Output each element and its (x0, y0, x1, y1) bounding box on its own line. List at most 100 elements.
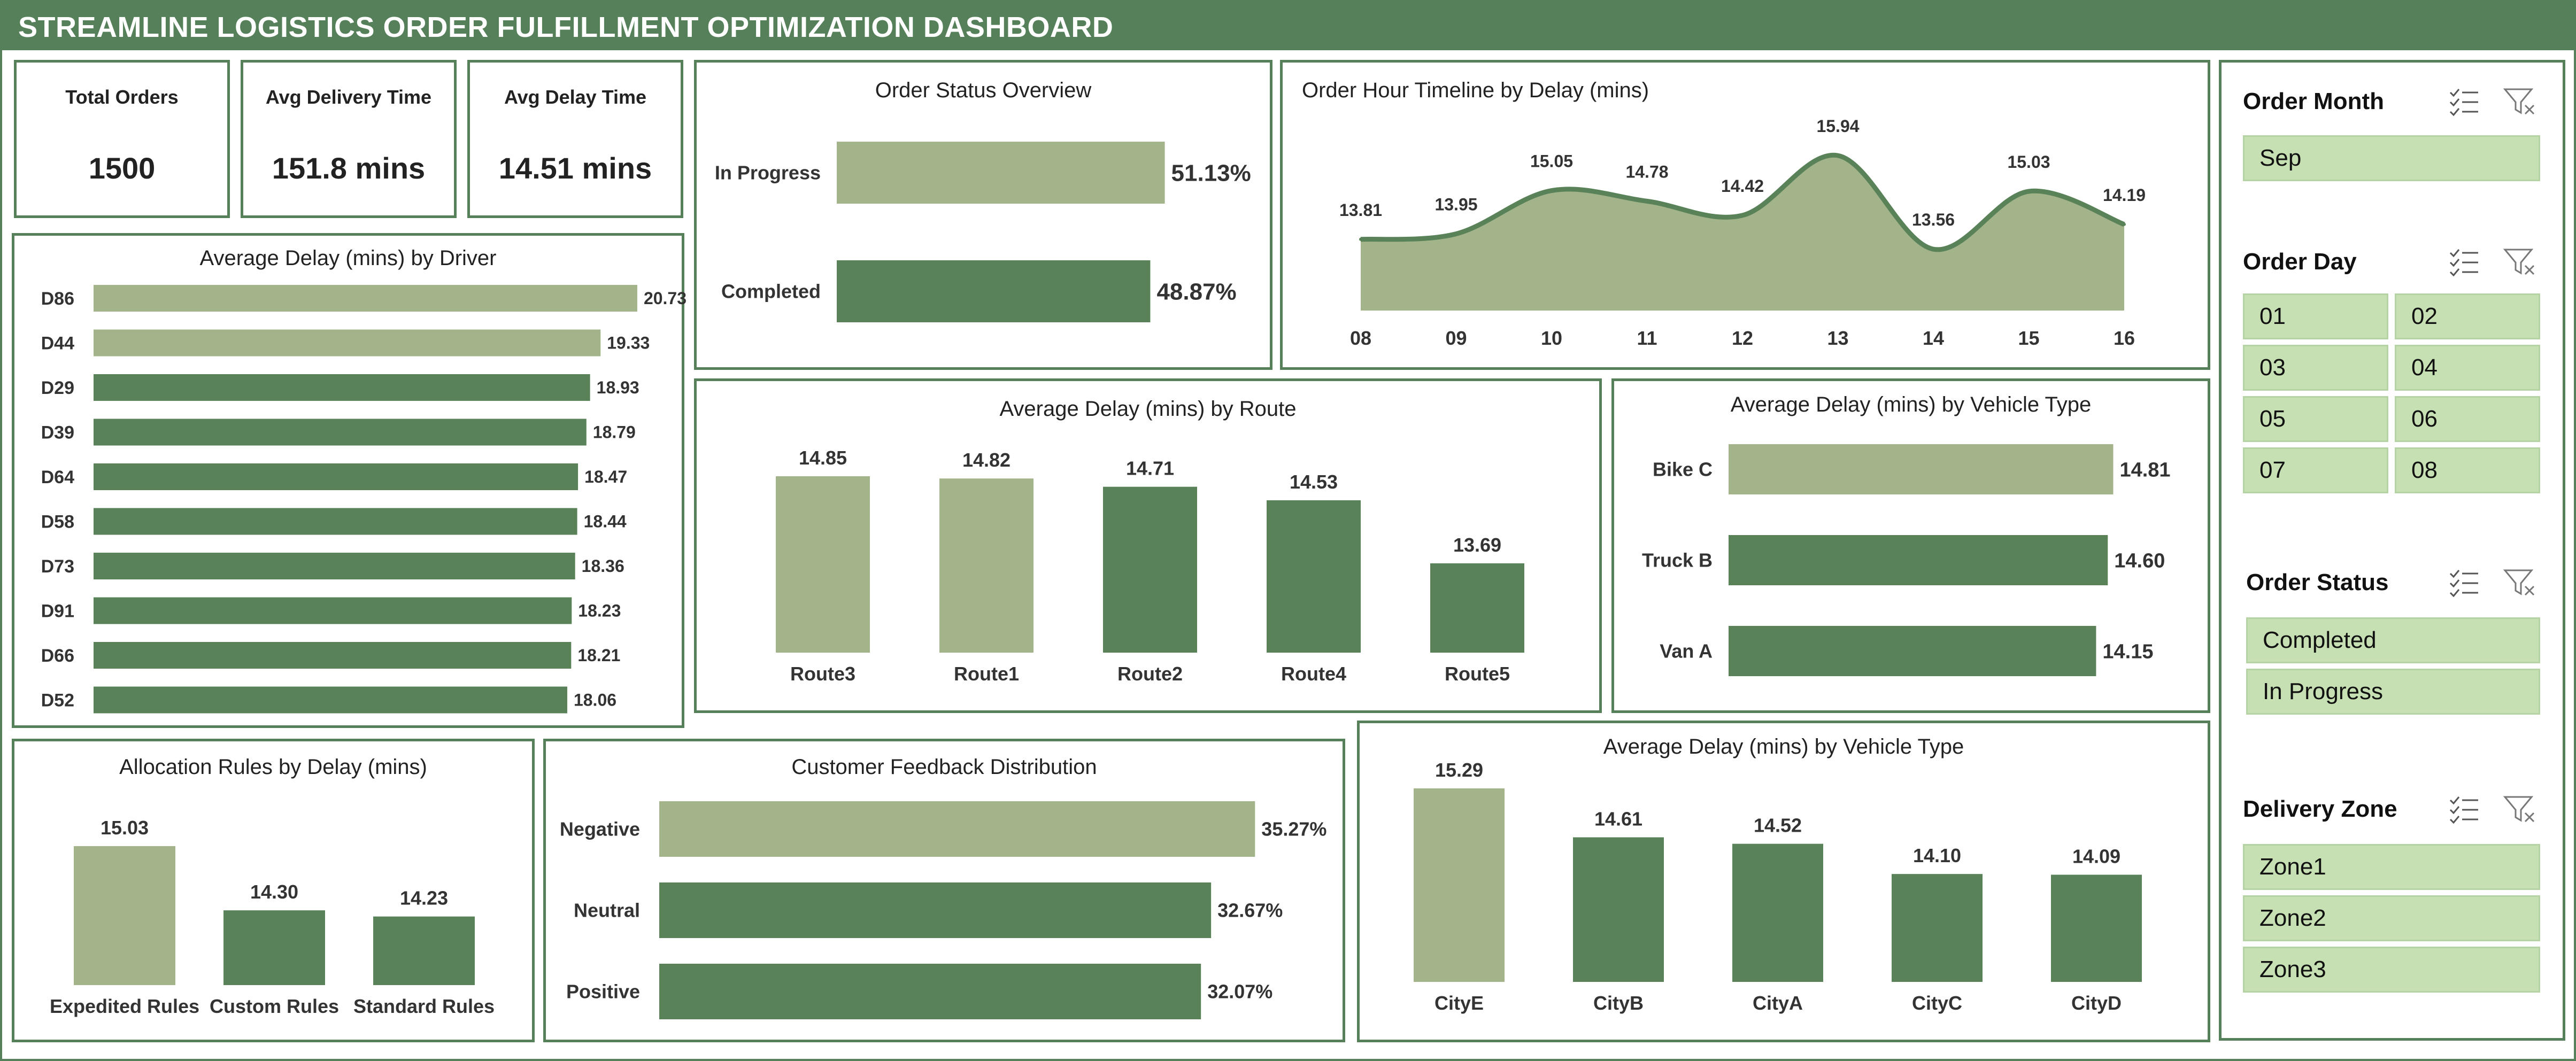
chart-title: Average Delay (mins) by Route (999, 397, 1297, 421)
category-label: D64 (41, 467, 74, 487)
data-label: 14.53 (1290, 471, 1338, 493)
category-label: D73 (41, 556, 74, 577)
city-delay-panel: Average Delay (mins) by Vehicle Type 15.… (1357, 721, 2210, 1042)
data-point (1645, 199, 1649, 203)
bar (1430, 563, 1524, 653)
area-fill (1361, 155, 2124, 311)
allocation-rules-panel: Allocation Rules by Delay (mins) 15.03 Ex… (12, 739, 535, 1042)
slicer-item-day[interactable]: 07 (2243, 447, 2388, 493)
slicer-item-month[interactable]: Sep (2243, 135, 2540, 181)
multi-select-icon[interactable] (2449, 89, 2478, 117)
data-label: 15.94 (1816, 117, 1859, 136)
bar (2051, 874, 2142, 982)
driver-delay-panel: Average Delay (mins) by Driver D86 20.73 D… (12, 233, 687, 728)
feedback-chart: Negative 35.27% Neutral 32.67% Positive 32.07… (560, 801, 1326, 1019)
data-label: 14.81 (2119, 459, 2170, 481)
x-tick-label: 09 (1445, 327, 1467, 349)
data-label: 48.87% (1156, 278, 1236, 305)
x-tick-label: 14 (1923, 327, 1944, 349)
slicer-panel: Order Month Sep Order Day (2219, 60, 2565, 1041)
driver-delay-chart: D86 20.73 D44 19.33 D29 18.93 D39 18.79 D64 18.47… (41, 285, 687, 714)
data-label: 15.03 (101, 817, 149, 839)
slicer-item-status[interactable]: In Progress (2246, 669, 2540, 715)
data-label: 35.27% (1261, 818, 1326, 840)
slicer-item-status[interactable]: Completed (2246, 617, 2540, 663)
slicer-item-day[interactable]: 08 (2395, 447, 2540, 493)
vehicle-delay-panel: Average Delay (mins) by Vehicle Type Bik… (1611, 378, 2210, 713)
data-label: 32.07% (1207, 981, 1272, 1003)
data-label: 14.09 (2072, 845, 2120, 867)
slicer-title-order-day: Order Day (2243, 249, 2357, 275)
bar (1732, 843, 1823, 982)
bar (94, 553, 575, 579)
data-point (1359, 237, 1362, 241)
data-label: 14.15 (2102, 640, 2153, 663)
data-label: 13.56 (1912, 210, 1955, 229)
data-label: 14.78 (1625, 162, 1668, 181)
data-label: 14.30 (250, 881, 298, 903)
clear-filter-icon[interactable] (2503, 569, 2535, 596)
bar (373, 916, 475, 985)
slicer-item-day[interactable]: 06 (2395, 396, 2540, 442)
data-label: 13.81 (1339, 200, 1382, 220)
clear-filter-icon[interactable] (2503, 249, 2535, 275)
header-banner: STREAMLINE LOGISTICS ORDER FULFILLMENT O… (2, 2, 2574, 50)
category-label: Route4 (1281, 663, 1346, 685)
chart-title: Order Status Overview (875, 79, 1092, 102)
clear-filter-icon[interactable] (2503, 88, 2535, 115)
bar (659, 801, 1255, 857)
category-label: D39 (41, 422, 74, 443)
slicer-item-day[interactable]: 01 (2243, 293, 2388, 339)
kpi-card-total-orders: Total Orders 1500 (14, 60, 230, 218)
category-label: Bike C (1653, 459, 1713, 481)
bar (94, 285, 637, 312)
category-label: Neutral (574, 900, 640, 921)
slicer-icon-group (2449, 88, 2535, 117)
category-label: CityE (1434, 992, 1484, 1014)
data-label: 18.36 (582, 556, 624, 576)
slicer-icons (2446, 245, 2553, 277)
multi-select-icon[interactable] (2449, 249, 2478, 277)
category-label: Expedited Rules (50, 995, 199, 1017)
bar (1892, 874, 1983, 982)
bar (94, 374, 590, 401)
data-label: 18.21 (577, 646, 620, 665)
slicer-item-zone[interactable]: Zone1 (2243, 844, 2540, 890)
data-label: 14.10 (1913, 845, 1961, 866)
bar (1103, 486, 1197, 653)
category-label: D29 (41, 378, 74, 398)
bar (939, 478, 1034, 653)
slicer-item-day[interactable]: 05 (2243, 396, 2388, 442)
x-tick-label: 11 (1637, 327, 1657, 349)
category-label: Route5 (1445, 663, 1510, 685)
kpi-card-avg-delay: Avg Delay Time 14.51 mins (467, 60, 683, 218)
slicer-item-zone[interactable]: Zone3 (2243, 947, 2540, 993)
kpi-card-avg-delivery: Avg Delivery Time 151.8 mins (241, 60, 457, 218)
category-label: CityC (1912, 992, 1962, 1014)
multi-select-icon[interactable] (2449, 570, 2478, 598)
page-title: STREAMLINE LOGISTICS ORDER FULFILLMENT O… (18, 11, 1114, 43)
x-tick-label: 13 (1827, 327, 1848, 349)
slicer-icon-group (2449, 569, 2535, 598)
bar (1573, 837, 1664, 982)
kpi-label: Total Orders (65, 86, 179, 108)
series-line (1360, 152, 2125, 252)
clear-filter-icon[interactable] (2503, 796, 2535, 823)
bar (223, 910, 325, 985)
slicer-item-day[interactable]: 03 (2243, 345, 2388, 391)
slicer-item-day[interactable]: 04 (2395, 345, 2540, 391)
route-delay-panel: Average Delay (mins) by Route 14.85 Route… (694, 378, 1602, 713)
x-tick-label: 08 (1350, 327, 1371, 349)
chart-title: Average Delay (mins) by Driver (199, 246, 497, 270)
category-label: CityA (1753, 992, 1803, 1014)
category-label: CityD (2071, 992, 2122, 1014)
category-label: D52 (41, 690, 74, 710)
kpi-value: 14.51 mins (498, 151, 652, 185)
multi-select-icon[interactable] (2449, 796, 2478, 824)
bar (1414, 788, 1505, 982)
slicer-item-day[interactable]: 02 (2395, 293, 2540, 339)
slicer-item-zone[interactable]: Zone2 (2243, 895, 2540, 941)
slicer-title-order-month: Order Month (2243, 88, 2384, 114)
category-label: D58 (41, 512, 74, 532)
